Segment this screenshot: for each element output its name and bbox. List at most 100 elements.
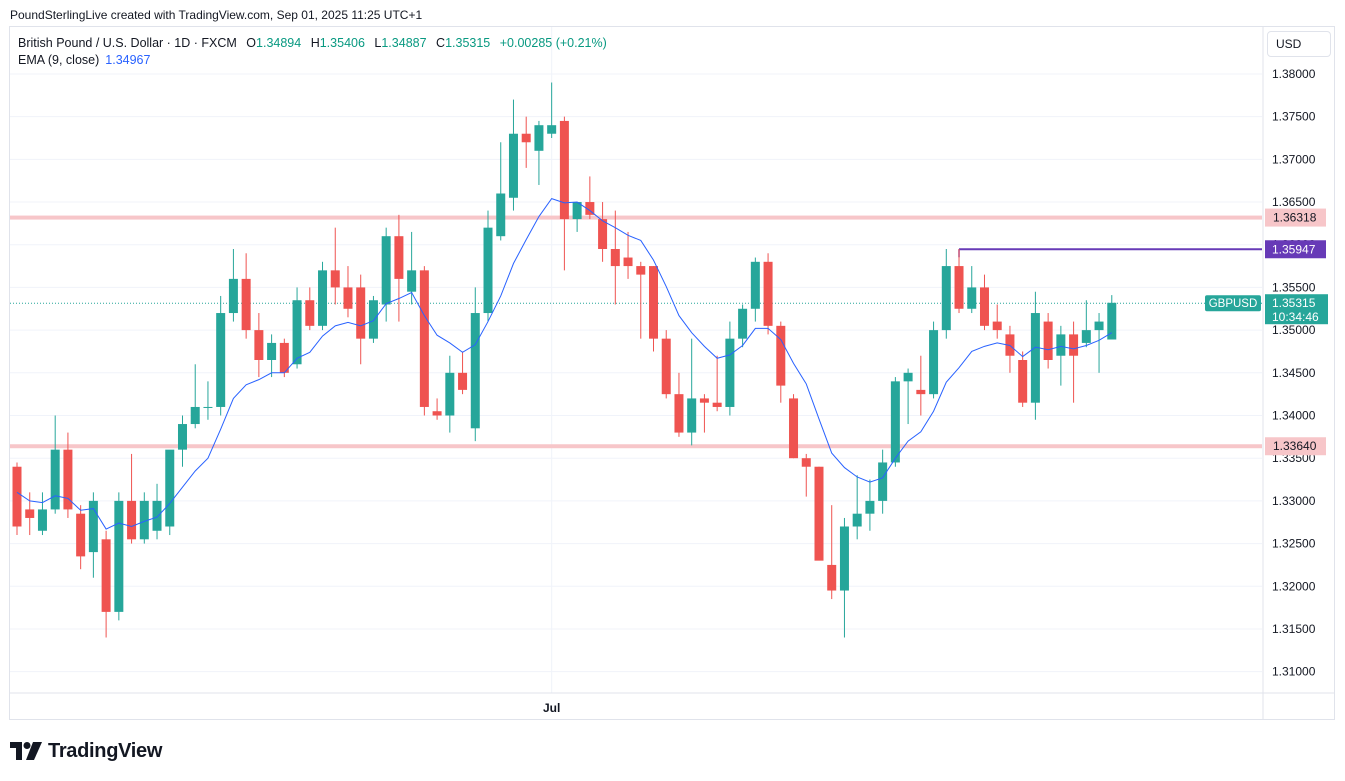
candle-body <box>585 202 595 215</box>
tradingview-logo[interactable]: TradingView <box>10 738 162 764</box>
candle-body <box>241 278 251 331</box>
last-price-label-bg <box>1265 294 1328 325</box>
last-price-label: 1.35315 <box>1272 296 1316 310</box>
legend-ema-row[interactable]: EMA (9, close) 1.34967 <box>18 52 607 69</box>
legend-low-label: L <box>374 36 382 50</box>
candle-body <box>228 278 238 314</box>
candle-body <box>687 398 697 433</box>
marker-label: 1.35947 <box>1272 242 1316 256</box>
candle-body <box>152 500 162 531</box>
ema-line <box>16 198 1113 530</box>
candle-body <box>216 313 226 407</box>
candle-body <box>636 266 646 275</box>
legend-symbol: British Pound / U.S. Dollar · 1D · FXCM <box>18 36 237 50</box>
candle-body <box>470 313 480 429</box>
legend-close-value: 1.35315 <box>445 36 491 50</box>
candle-body <box>101 539 111 612</box>
legend-change: +0.00285 (+0.21%) <box>499 36 607 50</box>
legend-ema-value: 1.34967 <box>105 53 151 67</box>
candle-body <box>661 338 671 395</box>
candle-body <box>165 449 175 527</box>
price-tick-label: 1.31500 <box>1272 622 1316 636</box>
price-tick-label: 1.33000 <box>1272 494 1316 508</box>
price-tick-label: 1.32000 <box>1272 579 1316 593</box>
candle-body <box>279 342 289 373</box>
candle-body <box>1069 334 1079 356</box>
price-tick-label: 1.34000 <box>1272 409 1316 423</box>
chart-frame <box>9 26 1335 720</box>
candle-body <box>1081 330 1091 343</box>
price-tick-label: 1.35500 <box>1272 280 1316 294</box>
candle-body <box>878 462 888 501</box>
candle-body <box>712 402 722 407</box>
tradingview-logo-icon <box>10 742 42 760</box>
legend-open-label: O <box>246 36 257 50</box>
candle-body <box>318 270 328 326</box>
candle-body <box>203 406 213 408</box>
candle-body <box>827 564 837 591</box>
candle-body <box>1043 321 1053 360</box>
legend-ema-label: EMA (9, close) <box>18 53 100 67</box>
candle-body <box>598 219 608 249</box>
candle-body <box>839 526 849 591</box>
candle-body <box>394 236 404 279</box>
candle-body <box>916 389 926 395</box>
candle-body <box>865 500 875 514</box>
candle-body <box>979 287 989 326</box>
time-tick-label: Jul <box>543 701 560 715</box>
symbol-tag: GBPUSD <box>1209 298 1258 310</box>
price-tick-label: 1.34500 <box>1272 366 1316 380</box>
legend-high-label: H <box>310 36 320 50</box>
candle-body <box>763 261 773 326</box>
candle-body <box>63 449 73 510</box>
candle-body <box>1107 302 1117 340</box>
candle-body <box>445 372 455 416</box>
candle-body <box>37 509 47 531</box>
candle-body <box>1056 334 1066 356</box>
candle-body <box>381 236 391 305</box>
candle-body <box>496 193 506 237</box>
candle-body <box>1094 321 1104 331</box>
candle-body <box>343 287 353 309</box>
price-labels: 1.36318 1.33640 1.35947 GBPUSD 1.3531510:34:… <box>1205 208 1328 456</box>
candle-body <box>267 342 277 360</box>
ema-polyline <box>16 198 1113 530</box>
candle-body <box>534 125 544 151</box>
candle-body <box>559 120 569 220</box>
candle-body <box>725 338 735 407</box>
candle-body <box>458 372 468 390</box>
candle-body <box>114 500 124 612</box>
candle-body <box>419 270 429 407</box>
price-tick-label: 1.37500 <box>1272 110 1316 124</box>
tradingview-brand: TradingView <box>48 739 163 762</box>
price-tick-label: 1.35000 <box>1272 323 1316 337</box>
candle-body <box>814 466 824 561</box>
candle-body <box>88 500 98 553</box>
candle-body <box>139 500 149 540</box>
candle-body <box>649 266 658 339</box>
symbol-tag-bg <box>1205 295 1261 312</box>
legend-high-value: 1.35406 <box>319 36 365 50</box>
sr-level-label: 1.33640 <box>1273 439 1317 453</box>
candle-body <box>292 300 302 365</box>
price-tick-label: 1.38000 <box>1272 67 1316 81</box>
candle-body <box>699 398 709 403</box>
candle-body <box>852 513 862 527</box>
candle-body <box>941 266 951 331</box>
candle-body <box>521 133 531 143</box>
candle-body <box>623 257 633 267</box>
legend-open-value: 1.34894 <box>256 36 302 50</box>
candle-body <box>992 321 1002 331</box>
legend-close-label: C <box>436 36 446 50</box>
candle-body <box>547 125 557 134</box>
candle-body <box>1030 313 1040 403</box>
candle-body <box>903 372 913 382</box>
candle-body <box>929 330 939 395</box>
candle-body <box>789 398 799 459</box>
chart-legend: British Pound / U.S. Dollar · 1D · FXCM … <box>18 35 607 69</box>
sr-level-label-bg <box>1265 208 1326 227</box>
bar-countdown: 10:34:46 <box>1272 310 1319 324</box>
currency-button[interactable]: USD <box>1267 31 1331 57</box>
candles <box>12 82 1117 638</box>
